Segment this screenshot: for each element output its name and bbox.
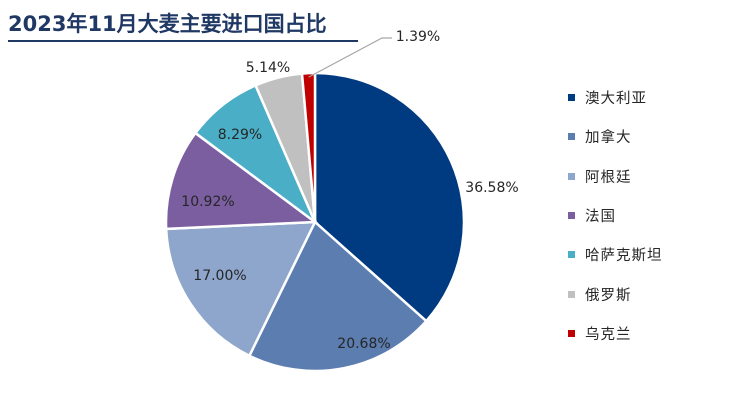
data-label-2: 20.68% — [337, 336, 390, 352]
legend-swatch — [568, 172, 575, 180]
pie-slice-4 — [164, 131, 319, 231]
pie-slice-7 — [300, 71, 317, 223]
title-underline — [8, 40, 358, 42]
legend-swatch — [568, 329, 575, 337]
legend-swatch — [568, 290, 575, 298]
legend-label: 乌克兰 — [585, 326, 632, 343]
legend-swatch — [568, 251, 575, 259]
data-label-4: 10.92% — [181, 194, 234, 210]
pie-slice-3 — [164, 220, 318, 358]
legend-item: 法国 — [568, 196, 743, 235]
legend-label: 澳大利亚 — [585, 91, 647, 108]
legend-label: 加拿大 — [585, 130, 632, 147]
data-label-1: 36.58% — [465, 180, 518, 196]
legend-label: 法国 — [585, 209, 616, 226]
legend-label: 俄罗斯 — [585, 287, 632, 304]
legend: 澳大利亚加拿大阿根廷法国哈萨克斯坦俄罗斯乌克兰 — [568, 78, 743, 353]
data-label-7: 1.39% — [396, 29, 440, 45]
legend-item: 阿根廷 — [568, 157, 743, 196]
legend-label: 阿根廷 — [585, 169, 632, 186]
pie-slice-1 — [313, 71, 466, 323]
legend-swatch — [568, 212, 575, 220]
leader-line — [308, 37, 392, 78]
data-label-3: 17.00% — [193, 268, 246, 284]
legend-item: 俄罗斯 — [568, 274, 743, 313]
pie-slice-2 — [247, 219, 429, 373]
data-label-6: 5.14% — [246, 60, 290, 76]
legend-label: 哈萨克斯坦 — [585, 248, 663, 265]
legend-item: 哈萨克斯坦 — [568, 235, 743, 274]
legend-swatch — [568, 133, 575, 141]
legend-item: 乌克兰 — [568, 314, 743, 353]
legend-item: 加拿大 — [568, 117, 743, 156]
legend-item: 澳大利亚 — [568, 78, 743, 117]
data-label-5: 8.29% — [218, 127, 262, 143]
chart-title: 2023年11月大麦主要进口国占比 — [8, 12, 327, 36]
legend-swatch — [568, 94, 575, 102]
